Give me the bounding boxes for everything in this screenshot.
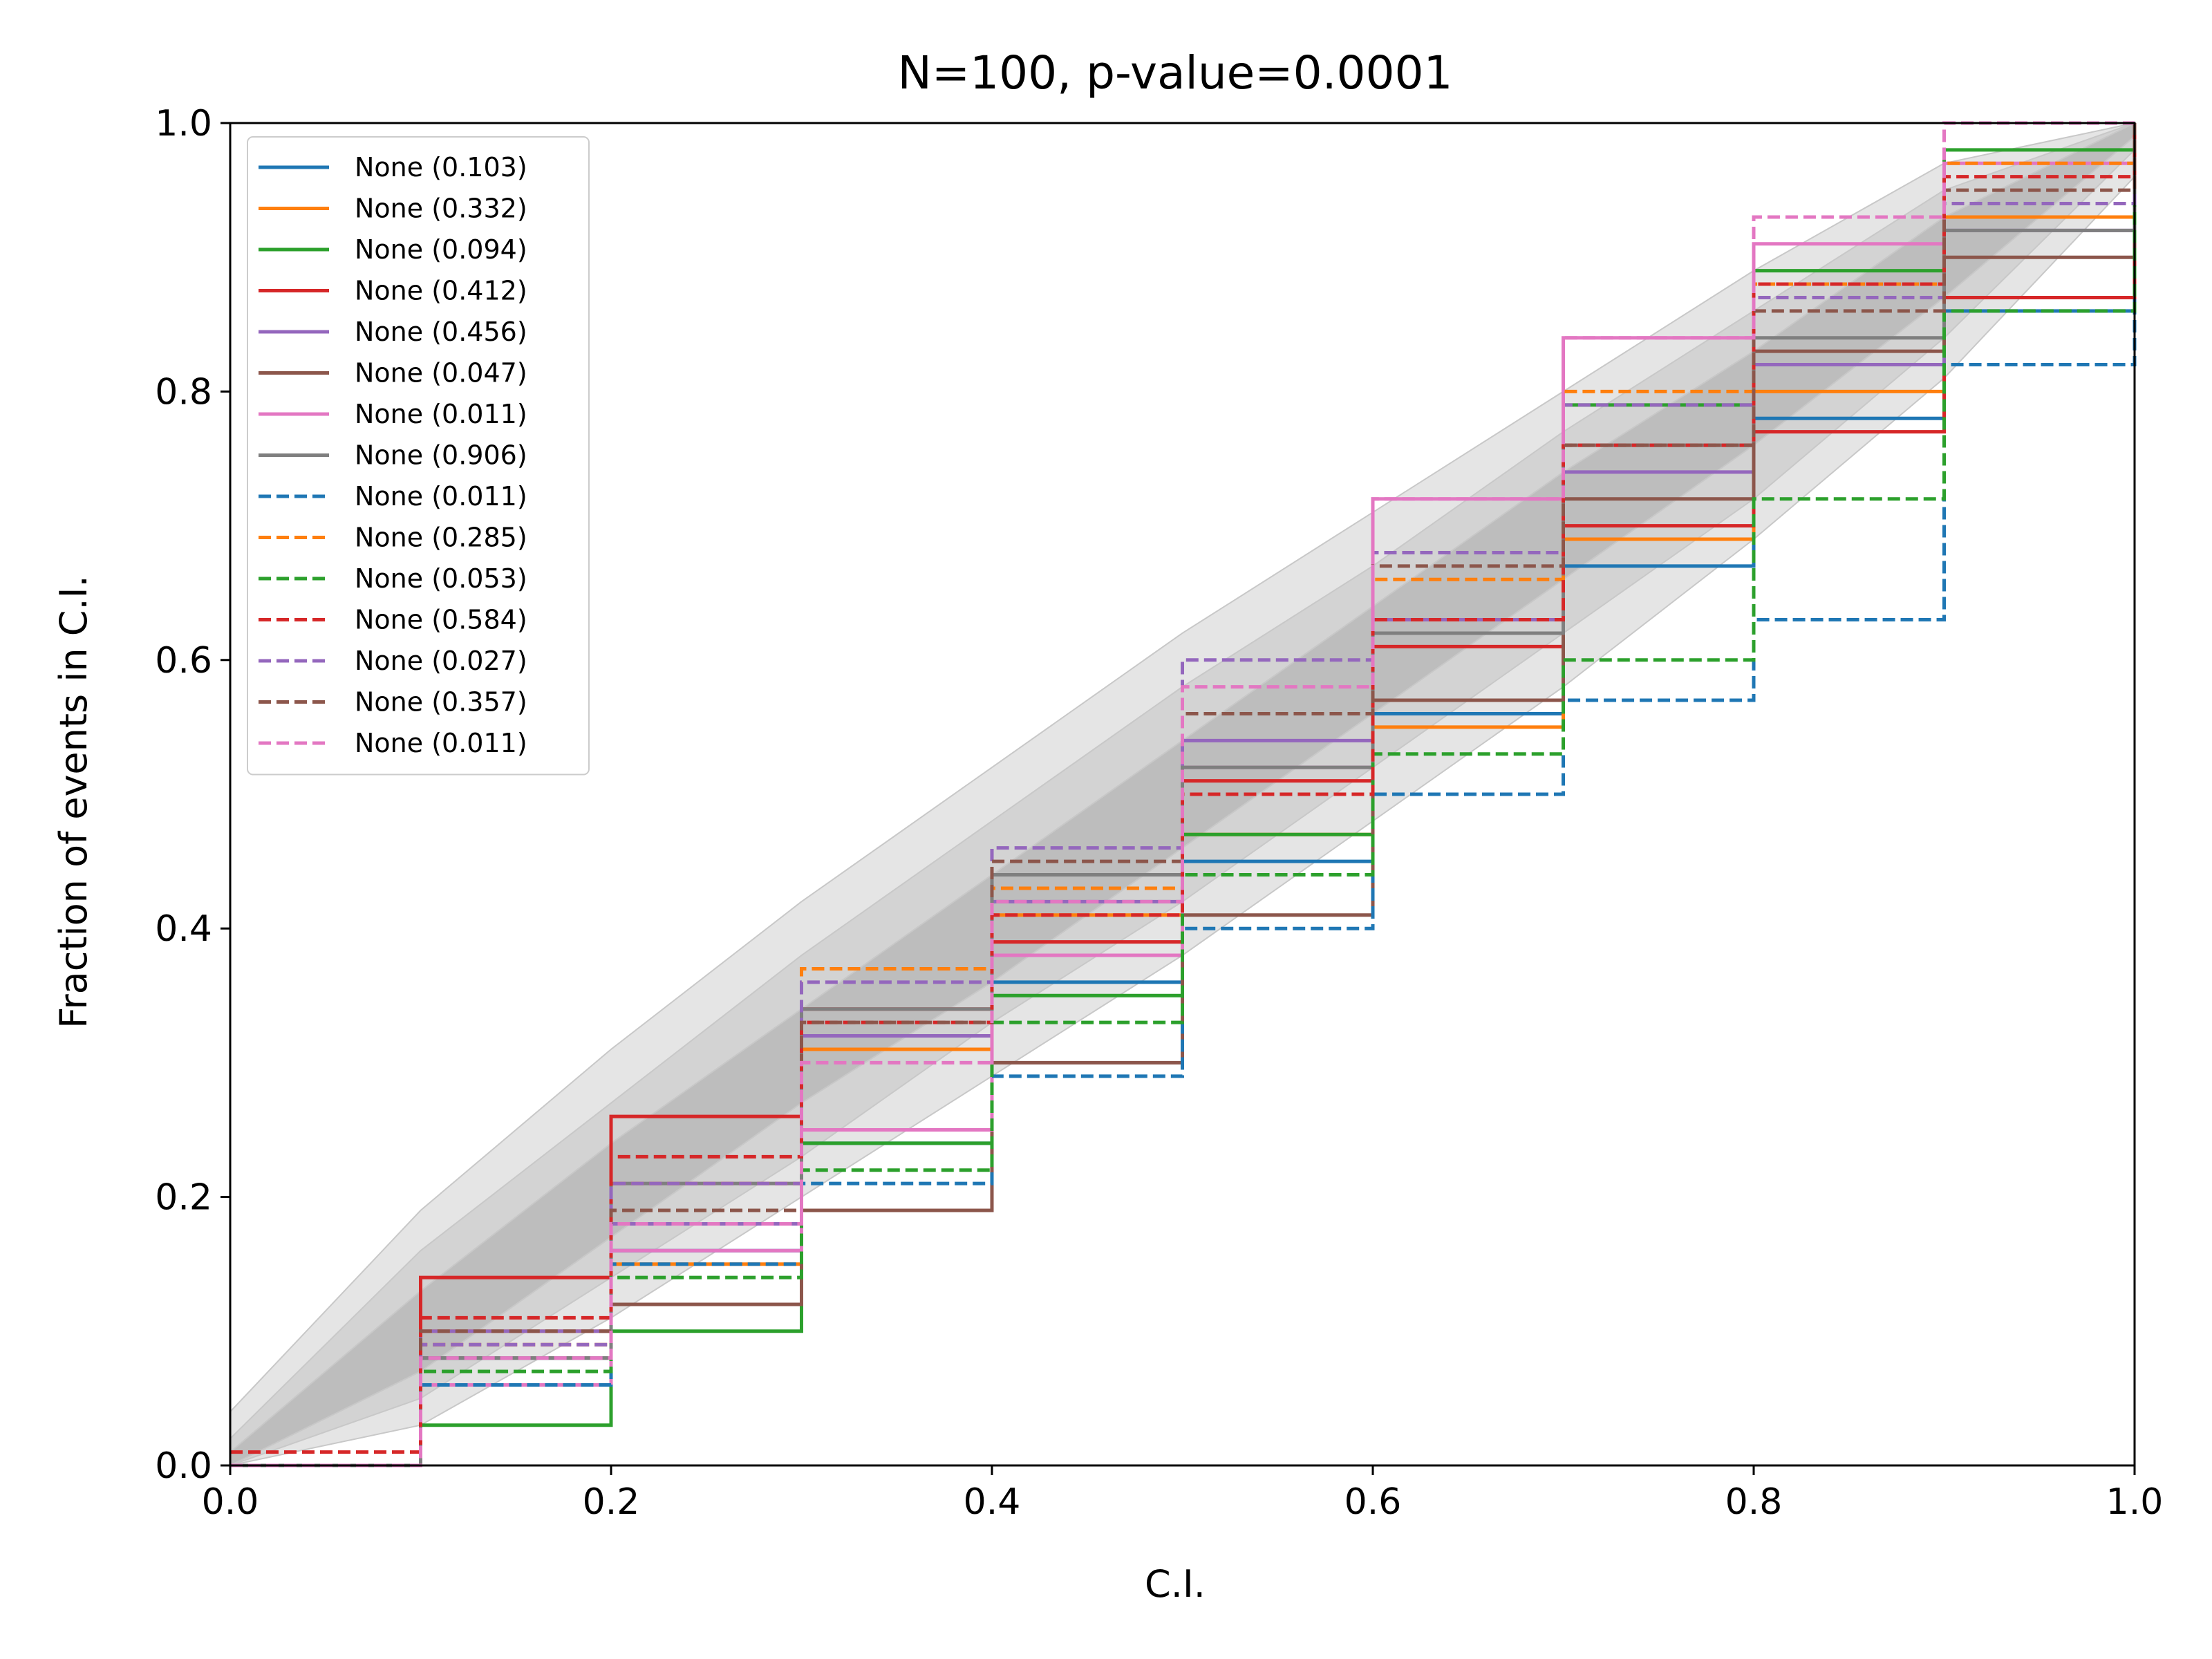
legend-entry-label: None (0.027) [355, 646, 527, 676]
legend-entry-label: None (0.584) [355, 605, 527, 635]
legend: None (0.103) None (0.332) None (0.094) None… [247, 136, 590, 776]
x-tick-label: 0.0 [202, 1481, 259, 1523]
chart-title: N=100, p-value=0.0001 [897, 46, 1452, 100]
legend-entry-label: None (0.332) [355, 194, 527, 224]
legend-entry-label: None (0.011) [355, 728, 527, 758]
x-tick-label: 0.6 [1344, 1481, 1402, 1523]
y-axis: 0.0 0.2 0.4 0.6 0.8 1.0 [155, 103, 230, 1487]
legend-entry-label: None (0.456) [355, 317, 527, 347]
y-tick-label: 0.0 [155, 1445, 212, 1487]
series-line-15 [230, 121, 2135, 1468]
series-line-10 [230, 123, 2137, 1468]
x-tick-label: 1.0 [2106, 1481, 2164, 1523]
legend-entry-label: None (0.053) [355, 563, 527, 594]
x-tick-label: 0.8 [1725, 1481, 1783, 1523]
legend-entry-label: None (0.285) [355, 523, 527, 553]
series-line-14 [230, 123, 2137, 1468]
legend-entry-label: None (0.103) [355, 152, 527, 182]
legend-entry-label: None (0.011) [355, 399, 527, 429]
x-tick-label: 0.4 [964, 1481, 1021, 1523]
data-series [230, 121, 2137, 1468]
y-tick-label: 1.0 [155, 103, 212, 144]
x-tick-label: 0.2 [583, 1481, 640, 1523]
legend-entry-label: None (0.906) [355, 440, 527, 471]
plot-area [229, 121, 2137, 1468]
x-axis-label: C.I. [1145, 1562, 1206, 1606]
legend-entry-label: None (0.047) [355, 358, 527, 388]
y-tick-label: 0.6 [155, 640, 212, 682]
axes-frame [229, 122, 2136, 1467]
y-tick-label: 0.4 [155, 908, 212, 950]
y-tick-label: 0.8 [155, 371, 212, 413]
x-axis: 0.0 0.2 0.4 0.6 0.8 1.0 [202, 1465, 2164, 1523]
legend-entry-label: None (0.094) [355, 234, 527, 265]
y-axis-label: Fraction of events in C.I. [52, 575, 95, 1028]
legend-entry-label: None (0.412) [355, 276, 527, 306]
y-tick-label: 0.2 [155, 1177, 212, 1219]
legend-entry-label: None (0.357) [355, 687, 527, 718]
legend-box [247, 136, 590, 776]
legend-entry-label: None (0.011) [355, 481, 527, 512]
